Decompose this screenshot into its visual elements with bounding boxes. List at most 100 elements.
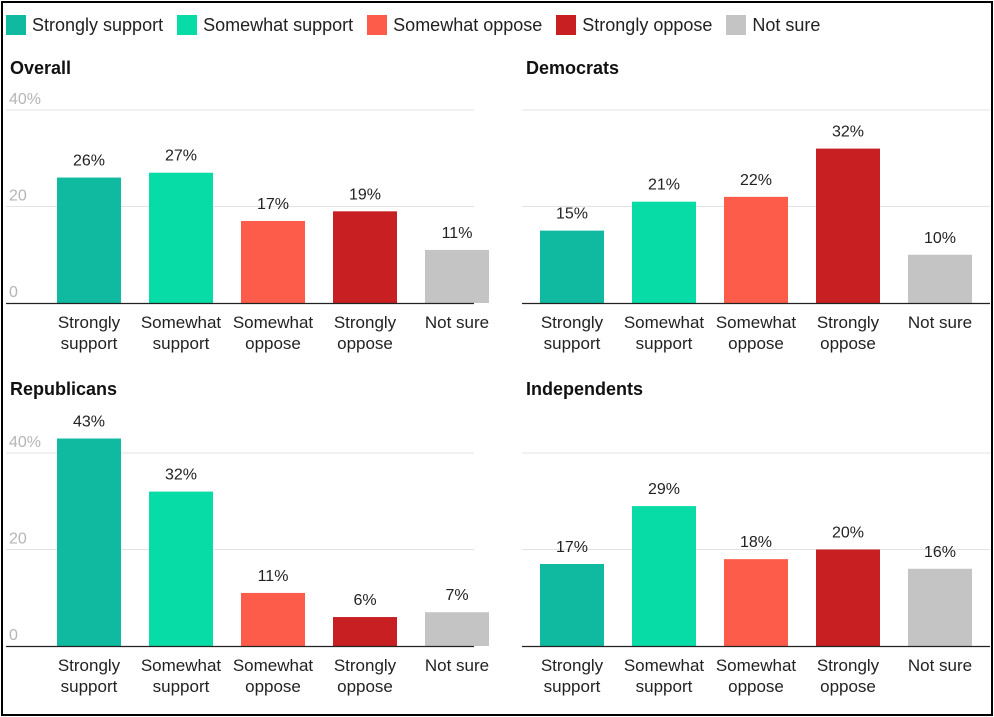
y-tick-label: 40% [9, 91, 41, 108]
data-label: 7% [445, 587, 468, 604]
category-label-line: oppose [728, 677, 784, 696]
legend-item-strongly-oppose: Strongly oppose [556, 15, 712, 36]
data-label: 6% [353, 592, 376, 609]
bar-somewhat-support [632, 201, 696, 303]
bar-not-sure [908, 254, 972, 303]
category-label: Strongly support [541, 656, 604, 696]
category-label: Somewhat support [624, 313, 705, 353]
panel-title: Democrats [526, 58, 619, 78]
category-label-line: Somewhat [233, 656, 314, 675]
bar-somewhat-support [632, 506, 696, 646]
data-label: 22% [740, 172, 772, 189]
data-label: 18% [740, 534, 772, 551]
bar-strongly-oppose [333, 617, 397, 646]
data-label: 26% [73, 153, 105, 170]
category-label-line: Strongly [58, 656, 121, 675]
category-label-line: support [61, 677, 118, 696]
legend-swatch [367, 15, 388, 35]
category-label: Somewhat oppose [233, 313, 314, 353]
panel-republicans: Republicans 0 20 40% 43% Strongly support 32% So… [6, 379, 489, 696]
bar-not-sure [425, 612, 489, 646]
legend-swatch [6, 15, 26, 35]
legend-label: Strongly oppose [582, 14, 713, 35]
category-label-line: Strongly [541, 313, 604, 332]
category-label-line: Somewhat [233, 313, 314, 332]
bar-strongly-oppose [333, 211, 397, 303]
category-label: Strongly support [541, 313, 604, 353]
data-label: 32% [832, 124, 864, 141]
category-label-line: support [636, 334, 693, 353]
category-label-line: oppose [245, 677, 301, 696]
category-label-line: oppose [820, 334, 876, 353]
category-label-line: support [153, 677, 210, 696]
category-label: Not sure [425, 656, 489, 675]
data-label: 15% [556, 206, 588, 223]
category-label: Strongly support [58, 313, 121, 353]
data-label: 11% [258, 568, 289, 585]
bar-somewhat-oppose [241, 592, 305, 646]
legend-swatch [556, 15, 577, 35]
y-tick-label: 20 [9, 531, 27, 548]
category-label: Not sure [908, 656, 972, 675]
bar-not-sure [908, 568, 972, 646]
y-tick-label: 40% [9, 434, 41, 451]
y-tick-label: 0 [9, 627, 18, 644]
data-label: 11% [442, 225, 473, 242]
category-label-line: Strongly [58, 313, 121, 332]
bar-strongly-support [540, 230, 604, 303]
category-label: Somewhat oppose [233, 656, 314, 696]
panel-title: Overall [10, 58, 71, 78]
category-label-line: Strongly [541, 656, 604, 675]
category-label: Strongly oppose [817, 313, 880, 353]
data-label: 32% [165, 467, 197, 484]
data-label: 27% [165, 148, 197, 165]
category-label-line: Strongly [334, 656, 397, 675]
bar-strongly-support [57, 177, 121, 303]
legend-item-somewhat-support: Somewhat support [177, 15, 353, 36]
y-tick-label: 20 [9, 188, 27, 205]
category-label-line: Somewhat [716, 656, 797, 675]
category-label: Strongly oppose [334, 313, 397, 353]
data-label: 17% [257, 196, 289, 213]
bar-somewhat-oppose [241, 220, 305, 303]
panel-democrats: Democrats 15% Strongly support 21% Somewhat su… [522, 58, 990, 353]
legend-swatch [177, 15, 198, 35]
data-label: 43% [73, 414, 105, 431]
legend-label: Somewhat support [203, 14, 354, 35]
category-label: Somewhat support [624, 656, 705, 696]
category-label-line: Somewhat [141, 656, 222, 675]
category-label-line: Somewhat [716, 313, 797, 332]
category-label-line: Somewhat [624, 656, 705, 675]
data-label: 16% [924, 544, 956, 561]
data-label: 10% [924, 230, 956, 247]
panel-title: Independents [526, 379, 643, 399]
category-label: Somewhat support [141, 313, 222, 353]
category-label-line: support [544, 334, 601, 353]
bar-strongly-support [540, 563, 604, 646]
category-label-line: support [544, 677, 601, 696]
category-label-line: Strongly [334, 313, 397, 332]
data-label: 29% [648, 481, 680, 498]
panel-independents: Independents 17% Strongly support 29% Somewha… [522, 379, 990, 696]
legend-item-not-sure: Not sure [726, 15, 820, 36]
category-label: Not sure [425, 313, 489, 332]
bar-somewhat-support [149, 491, 213, 646]
category-label: Not sure [908, 313, 972, 332]
y-tick-label: 0 [9, 284, 18, 301]
bar-somewhat-oppose [724, 559, 788, 646]
category-label-line: oppose [728, 334, 784, 353]
category-label-line: oppose [337, 334, 393, 353]
bar-somewhat-oppose [724, 196, 788, 303]
category-label-line: oppose [337, 677, 393, 696]
category-label-line: support [61, 334, 118, 353]
category-label-line: oppose [245, 334, 301, 353]
legend-label: Not sure [752, 14, 821, 35]
category-label-line: Somewhat [624, 313, 705, 332]
category-label-line: Not sure [908, 656, 972, 675]
category-label: Somewhat support [141, 656, 222, 696]
category-label-line: support [153, 334, 210, 353]
category-label-line: Strongly [817, 313, 880, 332]
category-label-line: Strongly [817, 656, 880, 675]
category-label-line: oppose [820, 677, 876, 696]
